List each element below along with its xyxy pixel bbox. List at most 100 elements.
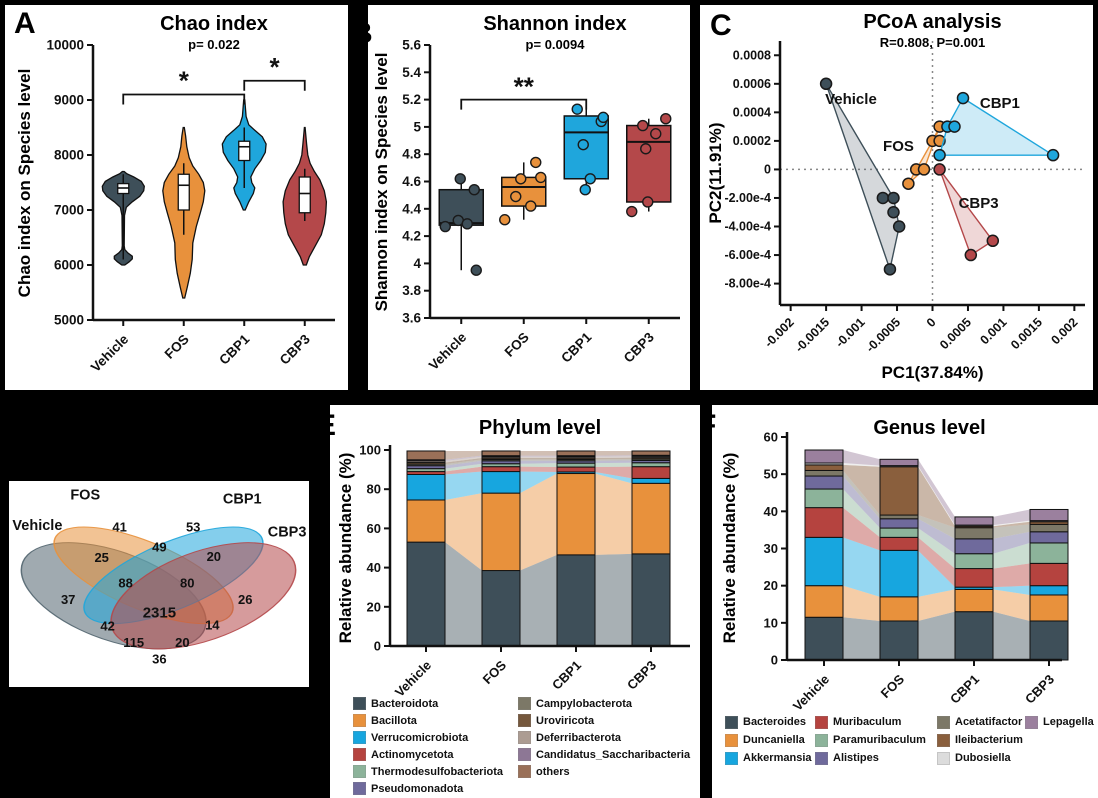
significance-star: * [269,52,280,82]
legend-swatch [725,733,738,747]
x-tick-label: FOS [502,330,532,360]
y-tick-label: 60 [764,430,778,445]
data-point [461,218,473,230]
x-tick-label: Vehicle [392,658,434,700]
data-point [956,91,970,105]
flow-pseudomonadota [595,460,632,464]
data-point [525,200,537,212]
flow-alistipes [918,518,955,554]
x-tick-label: 0.001 [978,315,1010,347]
legend-item: Thermodesulfobacteriota [353,763,503,780]
y-tick-label: 0 [771,653,778,668]
shannon-box-plot: 3.6 3.8 4 4.2 4.4 4.6 4.8 5 5.2 5.4 5.6 Vehicle FOS C… [402,38,680,373]
legend-swatch [353,765,366,778]
data-point [454,173,466,185]
data-point [530,156,542,169]
venn-region-count: 14 [205,618,220,633]
bar-segment-bacillota [631,482,671,555]
panel-shannon: 3.6 3.8 4 4.2 4.4 4.6 4.8 5 5.2 5.4 5.6 Vehicle FOS C… [368,5,690,390]
chao-violin-plot: 5000 6000 7000 8000 9000 10000 Vehicle FOS CBP1 C… [46,38,335,375]
legend-swatch [518,731,531,744]
legend-swatch [353,748,366,761]
y-tick-label: 5000 [54,313,84,328]
bar-segment-actinomycetota [556,466,596,473]
legend-label: Alistipes [833,752,879,764]
y-tick-label: 0.0006 [733,77,771,91]
data-point [637,119,649,132]
legend-label: Pseudomonadota [371,782,464,795]
panel-genus: 0 10 20 30 40 50 60 Vehicle FOS CBP1 CBP3 F Genus … [712,405,1098,798]
legend-label: Lepagella [1043,716,1094,728]
flow-deferribacterota [445,456,482,463]
flow-others [445,450,482,460]
bar-segment-duncaniella [954,588,994,613]
legend-item: Bacillota [353,712,503,729]
venn-diagram: Vehicle FOS CBP1 CBP3 37 41 53 26 25 49 20 88 80 2315… [12,487,306,666]
flow-thermodesulfobacteriota [445,463,482,472]
bar-segment-akkermansia [804,536,844,587]
bar-segment-bacteroidota [556,554,596,647]
pcoa-stats: R=0.808, P=0.001 [879,35,986,50]
genus-title: Genus level [873,417,986,439]
violin-vehicle [101,170,145,266]
venn-region-count: 41 [112,519,126,534]
bar-segment-verrucomicrobiota [481,471,521,494]
legend-label: Campylobacterota [536,697,632,710]
y-tick-label: 4 [413,256,421,271]
y-tick-label: 5.6 [402,38,421,53]
flow-lepagella [843,450,880,466]
bar-segment-muribaculum [804,507,844,538]
y-tick-label: 10000 [46,38,84,53]
bar-segment-duncaniella [1029,594,1069,622]
flow-ileibacterium [843,464,880,516]
flow-muribaculum [843,507,880,551]
legend-label: others [536,765,570,778]
group-hull [825,83,900,272]
pcoa-title: PCoA analysis [863,11,1002,33]
bar-segment-lepagella [879,458,919,467]
bar-segment-muribaculum [879,536,919,551]
group-hull [938,168,994,257]
flow-muribaculum [918,537,955,588]
bar-segment-bacteroides [1029,620,1069,661]
legend-swatch [725,715,738,729]
legend-swatch [518,697,531,710]
flow-paramuribaculum [843,489,880,538]
flow-paramuribaculum [918,528,955,569]
bar-segment-lepagella [804,449,844,464]
venn-region-count: 42 [100,619,114,634]
flow-ribbons [445,450,632,646]
legend-item: others [518,763,690,780]
y-tick-label: 20 [764,578,778,593]
x-tick-label: Vehicle [790,672,832,714]
chao-y-axis-label: Chao index on Species level [15,68,34,298]
flow-bacillota [520,473,557,571]
bar-segment-bacteroides [954,611,994,661]
bar-segment-bacillota [556,473,596,556]
data-point [642,196,654,208]
pcoa-x-axis-label: PC1(37.84%) [881,363,984,382]
significance-bracket [243,79,306,91]
legend-swatch [518,765,531,778]
y-tick-label: -4.00e-4 [724,220,771,234]
x-tick-label: CBP1 [549,658,584,693]
legend-label: Bacteroides [743,716,806,728]
data-point [876,191,890,205]
legend-label: Paramuribaculum [833,734,926,746]
legend-label: Actinomycetota [371,748,454,761]
panel-label-a: A [14,7,36,40]
data-point [515,173,527,185]
legend-item: Bacteroides [725,713,812,731]
legend-label: Duncaniella [743,734,805,746]
flow-acetatifactor [918,515,955,539]
pcoa-y-axis-label: PC2(11.91%) [706,122,725,224]
flow-bacteroides [918,611,955,660]
panel-pcoa: 0.0008 0.0006 0.0004 0.0002 0 -2.00e-4 -4.00e-… [700,5,1093,390]
bar-segment-paramuribaculum [954,553,994,570]
flow-alistipes [843,476,880,529]
venn-region-count: 20 [175,635,189,650]
panel-venn: Vehicle FOS CBP1 CBP3 37 41 53 26 25 49 20 88 80 2315… [8,480,310,688]
flow-actinomycetota [445,466,482,475]
significance-star: * [179,66,190,96]
data-point [660,113,672,125]
